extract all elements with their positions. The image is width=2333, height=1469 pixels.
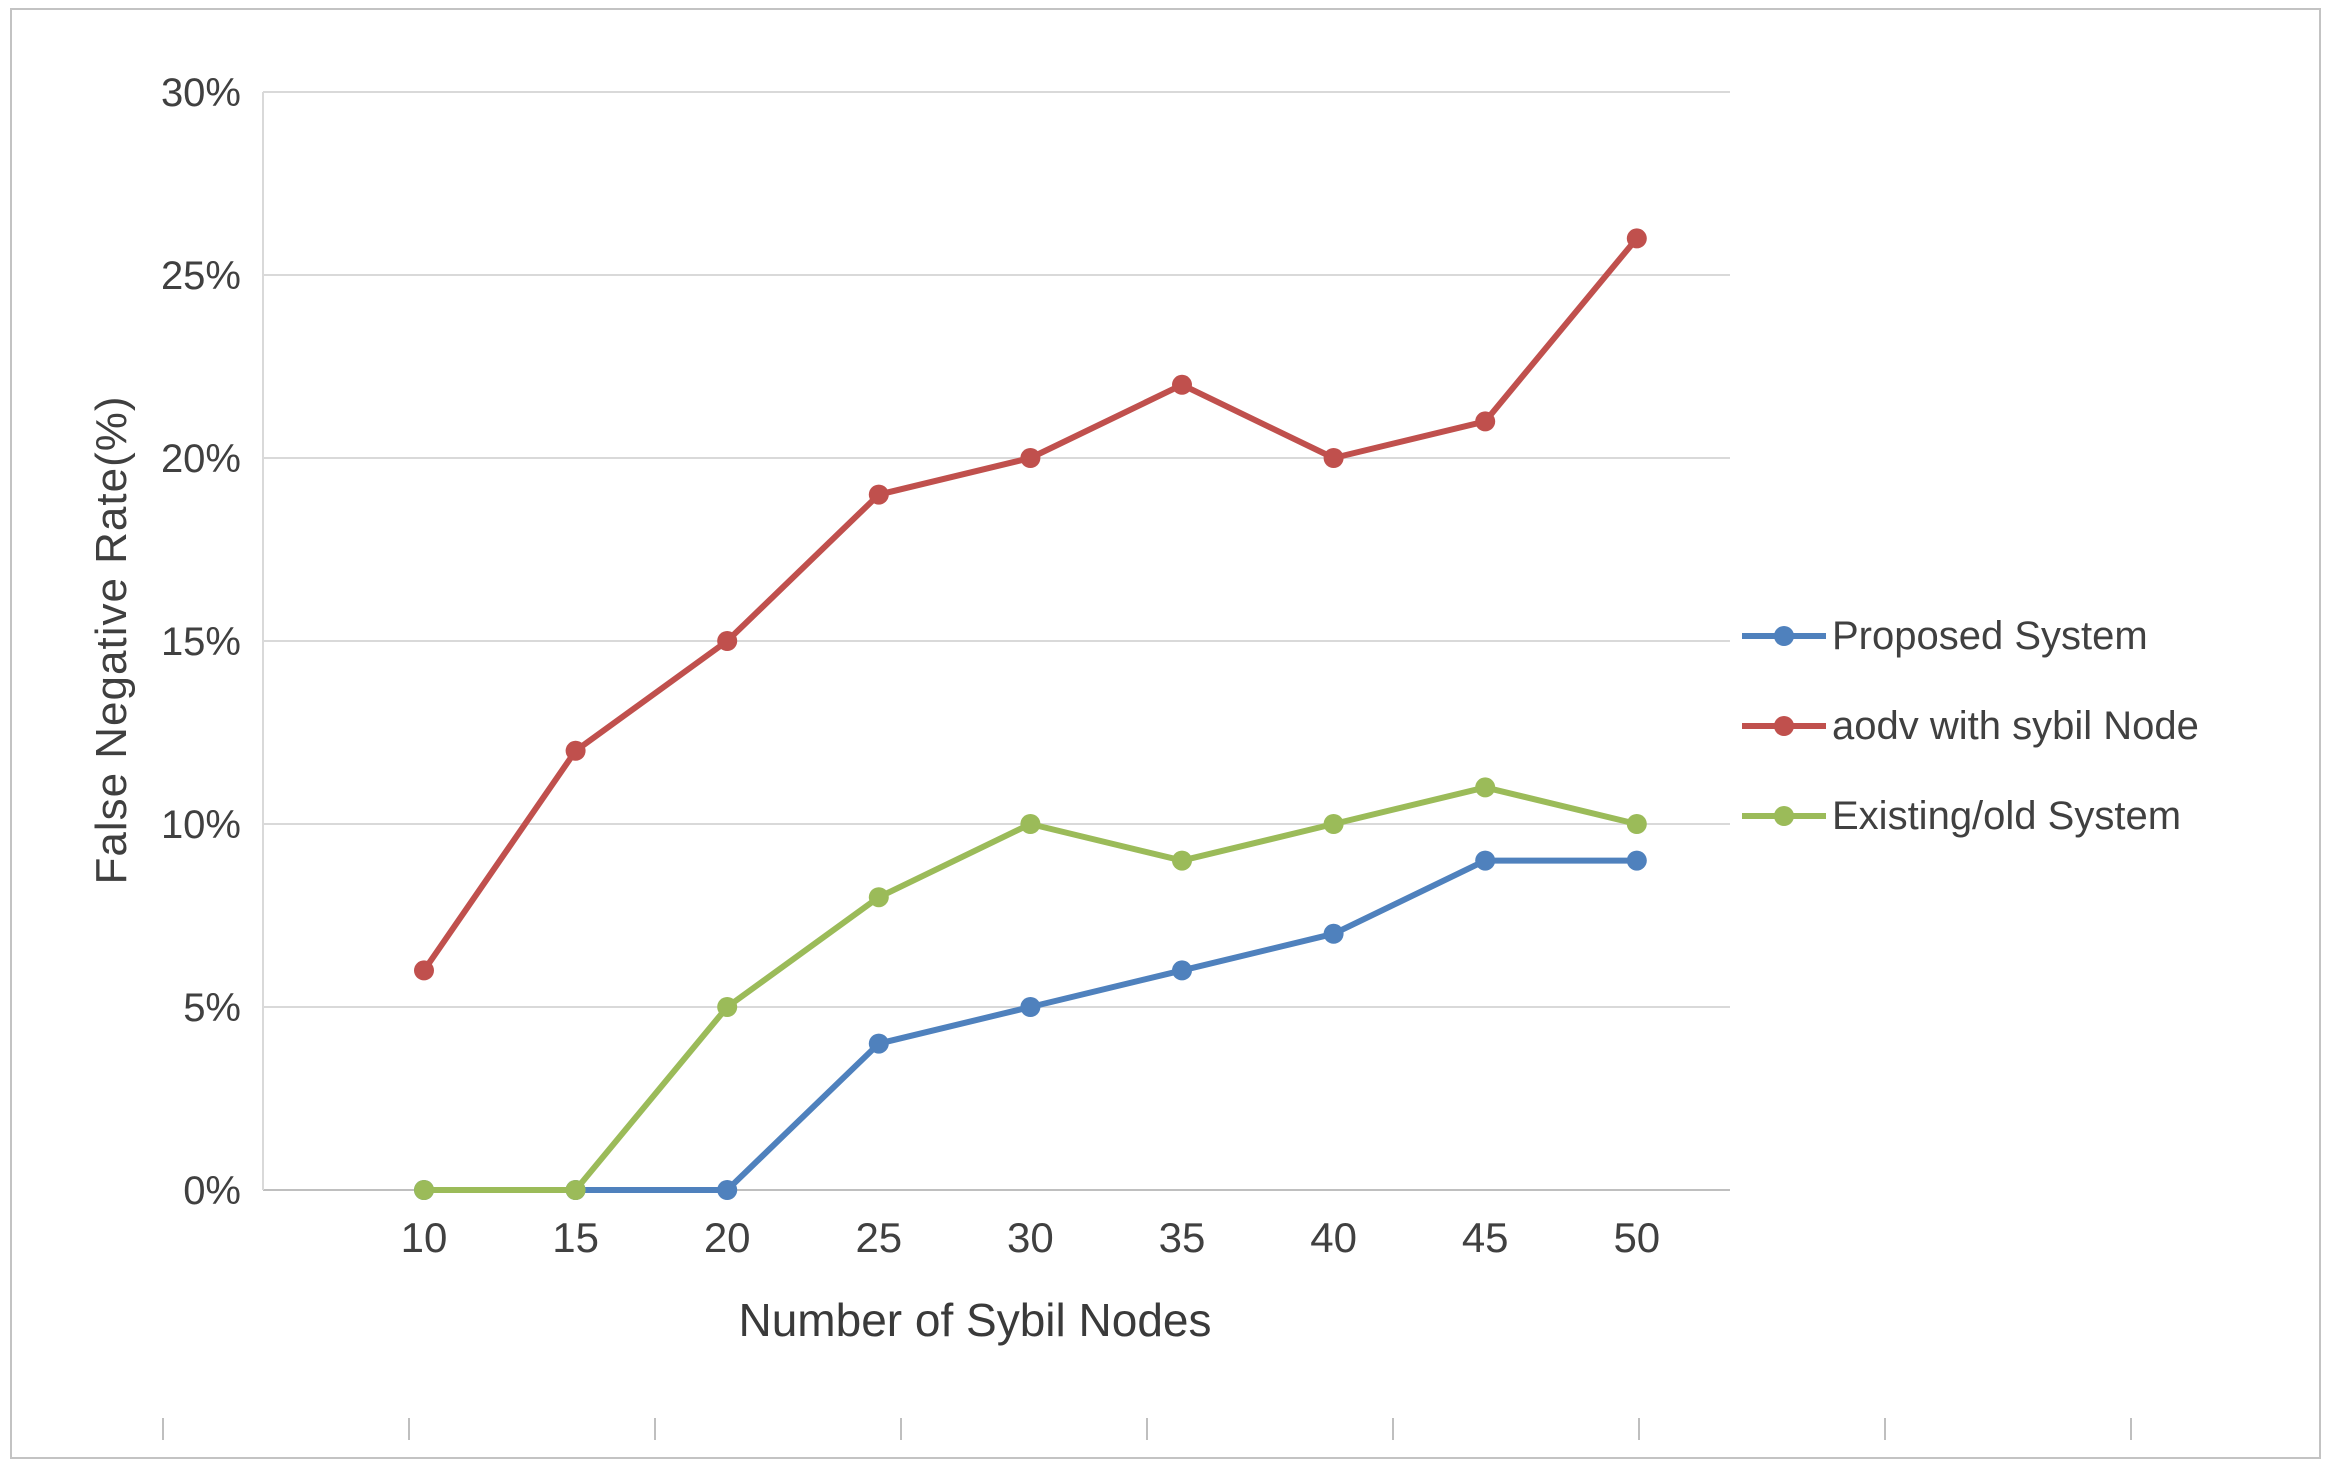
chart-legend: Proposed System aodv with sybil Node Exi… [1742, 612, 2199, 840]
svg-text:10%: 10% [161, 803, 241, 847]
svg-text:25: 25 [855, 1214, 902, 1261]
legend-line-marker [1742, 804, 1826, 828]
y-axis-title: False Negative Rate(%) [87, 395, 136, 885]
svg-text:5%: 5% [183, 986, 241, 1030]
svg-text:15%: 15% [161, 620, 241, 664]
svg-text:25%: 25% [161, 254, 241, 298]
svg-text:30%: 30% [161, 71, 241, 115]
legend-item-existing-old-system: Existing/old System [1742, 792, 2199, 840]
svg-text:10: 10 [401, 1214, 448, 1261]
svg-text:35: 35 [1159, 1214, 1206, 1261]
legend-item-proposed-system: Proposed System [1742, 612, 2199, 660]
svg-text:40: 40 [1310, 1214, 1357, 1261]
chart-frame [10, 8, 2321, 1459]
svg-text:20: 20 [704, 1214, 751, 1261]
svg-text:50: 50 [1613, 1214, 1660, 1261]
svg-text:0%: 0% [183, 1169, 241, 1213]
svg-text:45: 45 [1462, 1214, 1509, 1261]
svg-text:30: 30 [1007, 1214, 1054, 1261]
svg-text:15: 15 [552, 1214, 599, 1261]
legend-item-label: Existing/old System [1832, 793, 2182, 838]
x-axis-title: Number of Sybil Nodes [738, 1294, 1212, 1346]
legend-line-marker [1742, 624, 1826, 648]
legend-item-label: Proposed System [1832, 613, 2148, 658]
svg-text:20%: 20% [161, 437, 241, 481]
legend-item-label: aodv with sybil Node [1832, 703, 2199, 748]
legend-item-aodv-with-sybil-node: aodv with sybil Node [1742, 702, 2199, 750]
legend-line-marker [1742, 714, 1826, 738]
